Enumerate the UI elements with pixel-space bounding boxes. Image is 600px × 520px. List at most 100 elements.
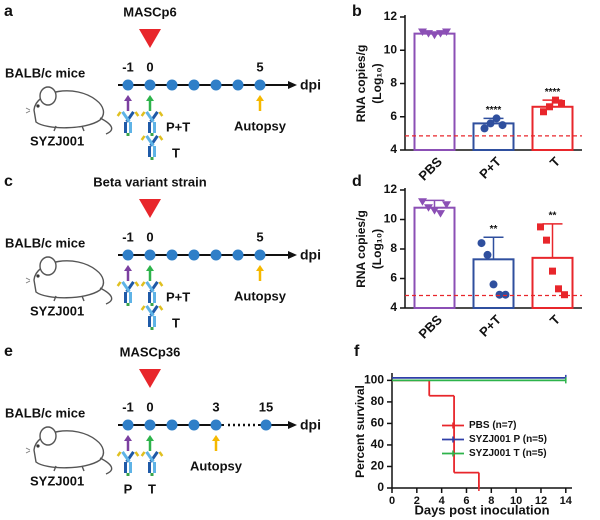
antibody-icon [140,135,164,160]
data-point [546,103,553,111]
x-tick-label: T [547,154,563,170]
timepoint-label: 0 [146,59,153,74]
timepoint-label: 3 [212,399,219,414]
data-point [561,291,568,299]
timepoint-label: -1 [122,399,134,414]
x-axis-label: Days post inoculation [414,502,549,517]
data-point [483,250,492,259]
mouse-label: BALB/c mice [5,65,85,80]
x-tick-label: 2 [414,495,420,507]
x-tick-label: 14 [560,495,573,507]
arrow-head [212,435,220,441]
timepoint-label: 5 [256,59,263,74]
data-point [436,210,445,218]
timeline-arrow [288,421,297,429]
arrow-head [124,435,132,441]
bar [413,32,456,151]
legend-label: PBS (n=7) [469,420,517,431]
x-tick-label: PBS [416,154,446,184]
arrow-head [146,95,154,101]
group-label: P+T [166,289,190,304]
timepoint-dot [122,419,134,431]
infection-marker [139,199,161,218]
x-tick-label: PBS [416,312,446,342]
timepoint-label: 0 [146,399,153,414]
endpoint-label: Autopsy [234,288,287,303]
timeline-arrow [288,251,297,259]
antibody-icon [116,451,140,476]
arrow-head [256,95,264,101]
timeline-arrow [288,81,297,89]
strain-label: Beta variant strain [93,174,206,189]
y-tick-label: 4 [390,300,397,314]
timepoint-dot [232,79,244,91]
data-point [480,124,489,133]
group-label: P [124,481,133,496]
data-point [489,280,498,289]
antibody-label: SYZJ001 [30,133,84,148]
antibody-icon [140,451,164,476]
bar [531,256,574,310]
data-point [424,204,433,212]
x-tick-label: 12 [535,495,547,507]
arrow-head [146,435,154,441]
data-point [543,236,550,244]
bar [413,206,456,309]
x-tick-label: 8 [488,495,494,507]
group-label: T [172,145,180,160]
y-tick-label: 10 [384,212,398,226]
data-point [486,119,495,128]
y-axis-label: Percent survival [353,385,367,478]
timepoint-dot [144,419,156,431]
antibody-icon [140,281,164,306]
arrow-head [256,265,264,271]
bar [531,105,574,151]
data-point [430,31,439,40]
data-point [552,96,559,104]
timepoint-dot [188,249,200,261]
timepoint-label: 0 [146,229,153,244]
timepoint-label: -1 [122,229,134,244]
strain-label: MASCp36 [120,344,181,359]
timepoint-dot [210,79,222,91]
data-point [555,285,562,293]
x-tick-label: P+T [476,154,504,182]
y-axis-label: RNA copies/g [354,210,368,288]
mouse-label: BALB/c mice [5,235,85,250]
data-point [540,108,547,116]
significance-label: ** [549,211,557,222]
panel-label: f [354,343,360,360]
y-tick-label: 40 [371,437,385,451]
data-point [477,239,486,248]
mouse-label: BALB/c mice [5,405,85,420]
legend-label: SYZJ001 T (n=5) [469,448,547,459]
unit-label: dpi [300,417,321,433]
data-point [430,207,439,215]
timepoint-dot [144,79,156,91]
y-tick-label: 8 [390,76,397,90]
timepoint-dot [122,249,134,261]
antibody-label: SYZJ001 [30,473,84,488]
x-tick-label: 6 [463,495,469,507]
antibody-label: SYZJ001 [30,303,84,318]
group-label: T [148,481,156,496]
timepoint-dot [188,419,200,431]
x-tick-label: 0 [389,495,395,507]
antibody-icon [116,281,140,306]
timepoint-label: 15 [259,399,273,414]
y-tick-label: 80 [371,394,385,408]
significance-label: **** [486,105,502,116]
y-tick-label: 12 [384,182,398,196]
y-axis-unit: (Log₁₀) [370,229,384,269]
timepoint-dot [254,249,266,261]
mouse-icon [25,86,113,135]
data-point [501,290,510,299]
x-tick-label: T [547,312,563,328]
data-point [498,121,507,130]
antibody-icon [116,111,140,136]
data-point [436,30,445,38]
timepoint-dot [260,419,272,431]
timepoint-dot [254,79,266,91]
y-tick-label: 4 [390,142,397,156]
significance-label: **** [545,87,561,98]
